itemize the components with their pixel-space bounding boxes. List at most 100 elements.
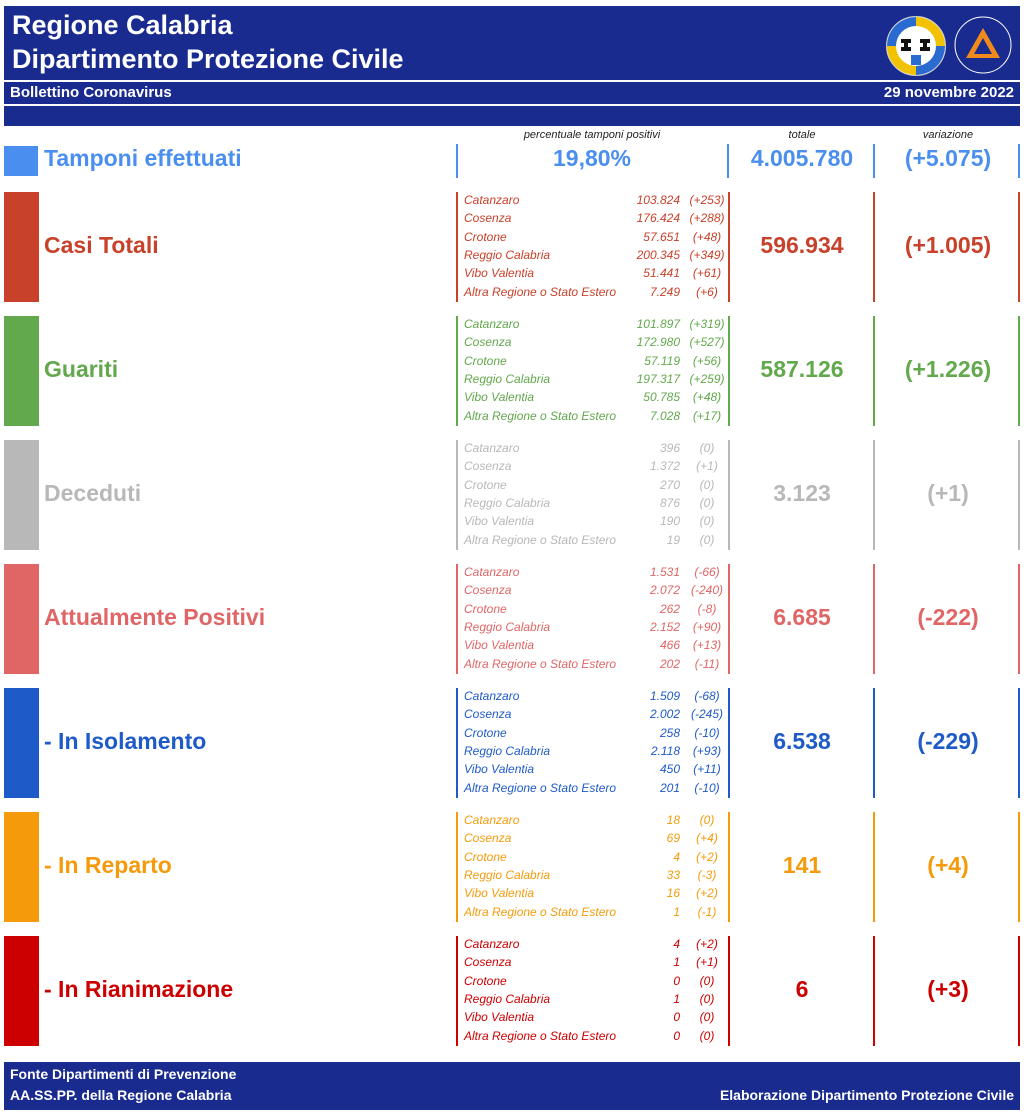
province-value: 190 bbox=[659, 514, 680, 528]
section-attualmente-positivi: Attualmente Positivi Catanzaro 1.531 (-66) C… bbox=[0, 564, 1024, 674]
province-value: 19 bbox=[666, 533, 680, 547]
province-value: 1 bbox=[673, 992, 680, 1006]
province-name: Altra Regione o Stato Estero bbox=[464, 533, 617, 547]
tamponi-divider bbox=[1018, 144, 1020, 178]
province-name: Altra Regione o Stato Estero bbox=[464, 285, 617, 299]
province-value: 0 bbox=[673, 974, 680, 988]
province-delta: (+6) bbox=[696, 285, 718, 299]
section-in-reparto: - In Reparto Catanzaro 18 (0) Cosenza 69 (+4) C… bbox=[0, 812, 1024, 922]
column-header-total: totale bbox=[788, 129, 816, 141]
province-value: 33 bbox=[666, 868, 680, 882]
province-delta: (-1) bbox=[697, 905, 717, 919]
section-variation: (+1.226) bbox=[904, 356, 992, 382]
province-value: 1.509 bbox=[649, 689, 680, 703]
province-name: Catanzaro bbox=[464, 317, 520, 331]
subtitle-bar: Bollettino Coronavirus 29 novembre 2022 bbox=[4, 82, 1020, 104]
province-value: 0 bbox=[673, 1010, 680, 1024]
section-variation: (+4) bbox=[927, 852, 969, 878]
province-value: 0 bbox=[673, 1029, 680, 1043]
province-value: 101.897 bbox=[636, 317, 680, 331]
tamponi-divider bbox=[456, 144, 458, 178]
province-delta: (+90) bbox=[692, 620, 722, 634]
province-name: Crotone bbox=[464, 726, 507, 740]
province-value: 1.531 bbox=[649, 565, 680, 579]
province-delta: (+527) bbox=[689, 335, 725, 349]
province-delta: (+61) bbox=[692, 266, 722, 280]
section-divider bbox=[873, 316, 875, 426]
protezione-civile-logo bbox=[954, 16, 1012, 74]
section-label: - In Isolamento bbox=[44, 728, 207, 754]
province-delta: (+259) bbox=[689, 372, 725, 386]
footer-source-line1: Fonte Dipartimenti di Prevenzione bbox=[10, 1066, 237, 1082]
province-name: Reggio Calabria bbox=[464, 620, 551, 634]
province-name: Catanzaro bbox=[464, 193, 520, 207]
province-name: Cosenza bbox=[464, 707, 512, 721]
section-color-box bbox=[4, 564, 39, 674]
province-value: 2.002 bbox=[649, 707, 680, 721]
province-delta: (-10) bbox=[694, 726, 720, 740]
province-delta: (-11) bbox=[694, 657, 720, 671]
province-delta: (0) bbox=[699, 974, 715, 988]
province-delta: (-10) bbox=[694, 781, 720, 795]
province-delta: (+17) bbox=[692, 409, 722, 423]
province-name: Altra Regione o Stato Estero bbox=[464, 1029, 617, 1043]
section-divider bbox=[873, 192, 875, 302]
province-name: Crotone bbox=[464, 230, 507, 244]
province-value: 57.651 bbox=[643, 230, 680, 244]
province-delta: (+93) bbox=[692, 744, 722, 758]
province-delta: (+1) bbox=[696, 459, 718, 473]
province-name: Altra Regione o Stato Estero bbox=[464, 781, 617, 795]
province-name: Cosenza bbox=[464, 955, 512, 969]
footer-source-line2: AA.SS.PP. della Regione Calabria bbox=[10, 1087, 232, 1103]
province-name: Reggio Calabria bbox=[464, 868, 551, 882]
province-name: Catanzaro bbox=[464, 689, 520, 703]
province-name: Cosenza bbox=[464, 459, 512, 473]
province-delta: (-240) bbox=[690, 583, 723, 597]
section-label: - In Rianimazione bbox=[44, 976, 234, 1002]
province-value: 1 bbox=[673, 905, 680, 919]
province-value: 7.249 bbox=[649, 285, 680, 299]
province-value: 176.424 bbox=[636, 211, 680, 225]
province-name: Crotone bbox=[464, 602, 507, 616]
province-value: 258 bbox=[659, 726, 680, 740]
province-delta: (0) bbox=[699, 533, 715, 547]
section-divider bbox=[1018, 564, 1020, 674]
province-value: 876 bbox=[659, 496, 680, 510]
section-color-box bbox=[4, 936, 39, 1046]
province-name: Vibo Valentia bbox=[464, 266, 535, 280]
province-delta: (+2) bbox=[696, 886, 718, 900]
province-name: Catanzaro bbox=[464, 937, 520, 951]
tamponi-variation: (+5.075) bbox=[904, 145, 992, 171]
province-name: Altra Regione o Stato Estero bbox=[464, 409, 617, 423]
section-label: Casi Totali bbox=[44, 232, 159, 258]
section-divider bbox=[1018, 192, 1020, 302]
province-value: 202 bbox=[659, 657, 680, 671]
province-value: 1 bbox=[673, 955, 680, 969]
province-value: 2.118 bbox=[650, 744, 680, 758]
province-delta: (+2) bbox=[696, 937, 718, 951]
province-delta: (0) bbox=[699, 1029, 715, 1043]
section-divider bbox=[1018, 440, 1020, 550]
section-label: Deceduti bbox=[44, 480, 142, 506]
section-divider bbox=[1018, 936, 1020, 1046]
province-value: 103.824 bbox=[636, 193, 680, 207]
province-name: Crotone bbox=[464, 850, 507, 864]
column-header-pct: percentuale tamponi positivi bbox=[523, 129, 661, 141]
tamponi-divider bbox=[727, 144, 729, 178]
tamponi-color-square bbox=[4, 146, 38, 176]
province-delta: (+319) bbox=[689, 317, 725, 331]
header-title-region: Regione Calabria bbox=[12, 10, 233, 40]
province-name: Vibo Valentia bbox=[464, 514, 535, 528]
province-breakdown-list: Catanzaro 101.897 (+319) Cosenza 172.980 (+52… bbox=[456, 316, 730, 426]
province-value: 197.317 bbox=[636, 372, 680, 386]
header-divider-bar bbox=[4, 106, 1020, 126]
province-delta: (-3) bbox=[697, 868, 717, 882]
section-divider bbox=[873, 812, 875, 922]
footer-elaboration: Elaborazione Dipartimento Protezione Civ… bbox=[719, 1087, 1014, 1103]
province-name: Catanzaro bbox=[464, 441, 520, 455]
section-variation: (+1.005) bbox=[904, 232, 992, 258]
section-total: 141 bbox=[782, 852, 822, 878]
header-title-department: Dipartimento Protezione Civile bbox=[12, 44, 404, 74]
province-delta: (+4) bbox=[696, 831, 718, 845]
footer-banner: Fonte Dipartimenti di Prevenzione AA.SS.… bbox=[4, 1062, 1020, 1110]
